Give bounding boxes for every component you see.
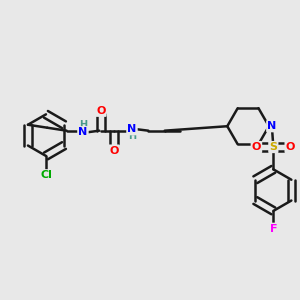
Text: O: O bbox=[96, 106, 106, 116]
Text: F: F bbox=[270, 224, 277, 234]
Text: S: S bbox=[269, 142, 277, 152]
Text: H: H bbox=[128, 131, 136, 141]
Text: O: O bbox=[286, 142, 295, 152]
Text: O: O bbox=[252, 142, 261, 152]
Text: Cl: Cl bbox=[40, 170, 52, 180]
Text: H: H bbox=[79, 120, 87, 130]
Text: N: N bbox=[78, 127, 88, 137]
Text: N: N bbox=[267, 121, 277, 131]
Text: O: O bbox=[110, 146, 119, 156]
Text: N: N bbox=[128, 124, 136, 134]
